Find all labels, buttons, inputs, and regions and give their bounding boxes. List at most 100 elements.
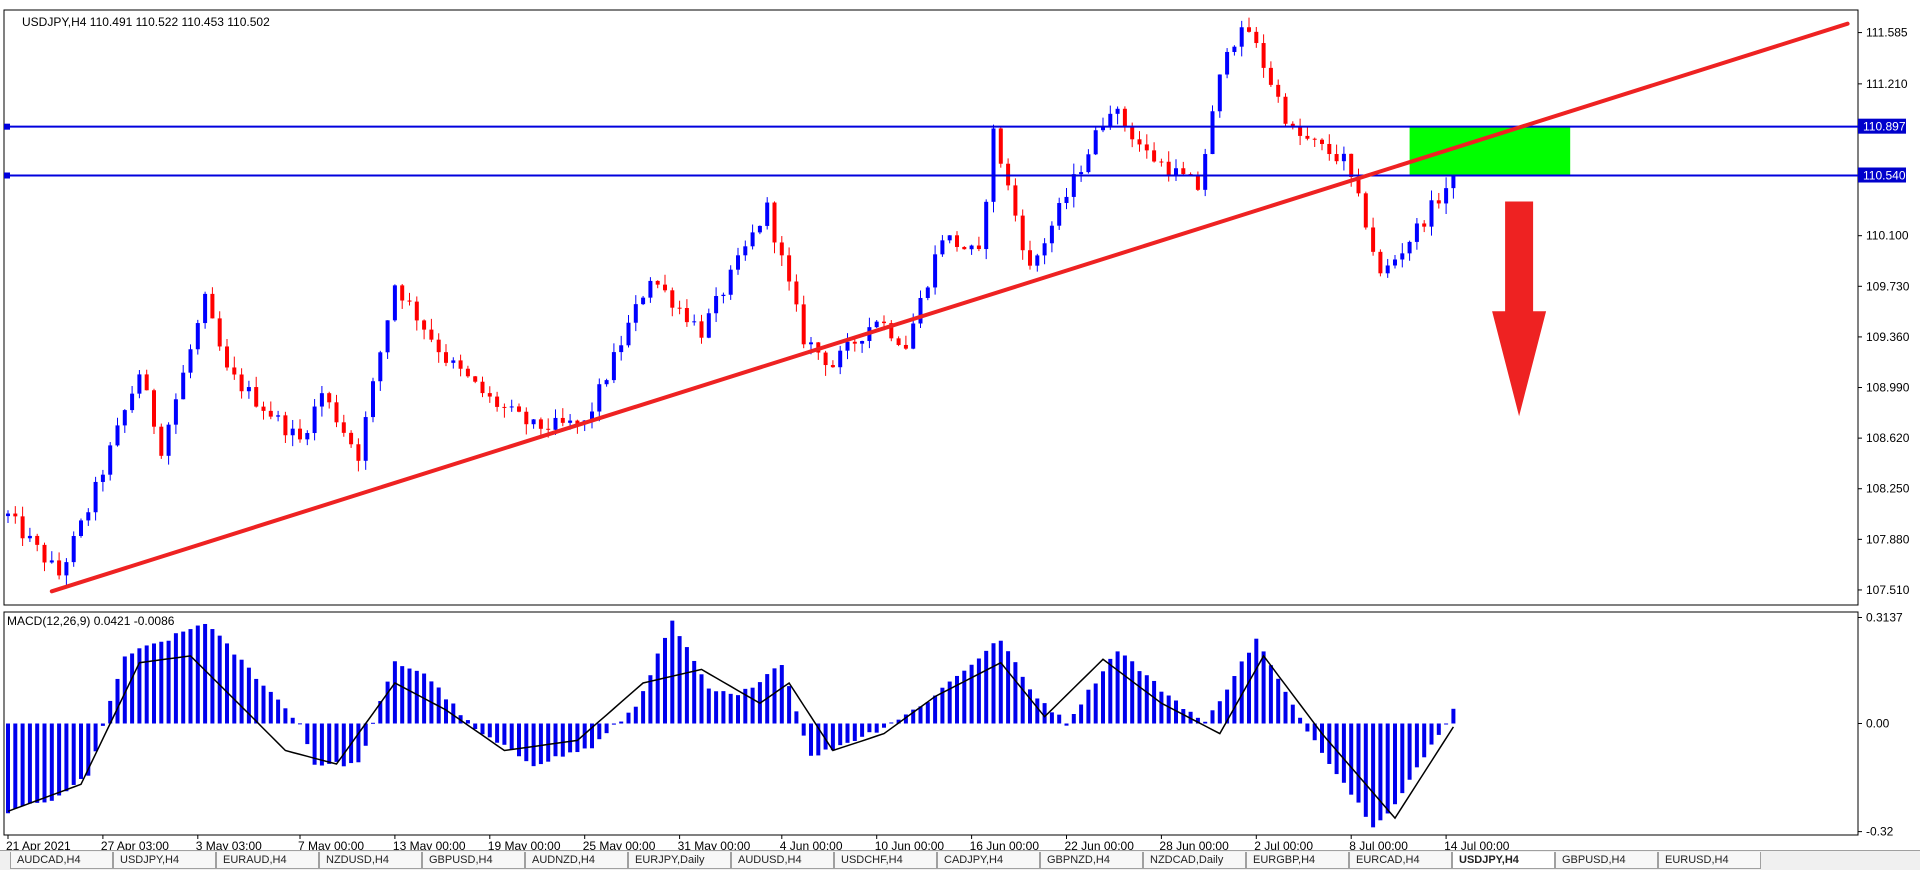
macd-bar [86, 723, 91, 776]
macd-bar [509, 723, 514, 750]
macd-bar [400, 666, 405, 724]
candle-body [838, 350, 843, 368]
candle-body [947, 235, 952, 241]
candle-body [743, 246, 748, 256]
chart-tab[interactable]: USDCHF,H4 [834, 852, 937, 869]
price-pane[interactable] [3, 9, 1859, 606]
chart-tab[interactable]: EURGBP,H4 [1246, 852, 1349, 869]
down-arrow[interactable] [1492, 201, 1547, 417]
hline-handle[interactable] [4, 172, 10, 179]
macd-bar [1203, 721, 1208, 724]
candle-body [1327, 143, 1332, 155]
candle-body [597, 384, 602, 412]
candle-body [736, 255, 740, 270]
trendline[interactable] [49, 21, 1850, 594]
price-tick-label: 108.620 [1866, 431, 1910, 445]
time-tick-label: 4 Jun 00:00 [780, 839, 843, 850]
macd-bar [1312, 723, 1317, 741]
candle-body [334, 402, 339, 423]
chart-tab[interactable]: USDJPY,H4 [113, 852, 216, 869]
candle-body [1400, 253, 1405, 260]
macd-bar [1079, 704, 1084, 724]
candle-body [458, 360, 463, 369]
macd-bar [969, 664, 974, 724]
chart-tab[interactable]: EURUSD,H4 [1658, 852, 1761, 869]
macd-bar [100, 723, 105, 726]
axes-layer: 110.897 110.540 111.585 111.210 110.100 109.7… [6, 26, 1910, 850]
candle-body [1305, 135, 1310, 139]
candle-body [1071, 174, 1076, 197]
macd-bar [239, 659, 244, 724]
candle-body [1436, 200, 1441, 204]
macd-bar [1137, 671, 1142, 724]
chart-tab[interactable]: EURJPY,Daily [628, 852, 731, 869]
candle-body [1268, 67, 1273, 85]
chart-tab[interactable]: USDJPY,H4 [1452, 852, 1555, 869]
candle-body [699, 321, 704, 338]
candle-body [787, 255, 792, 282]
candle-body [173, 399, 178, 425]
candle-body [538, 419, 543, 429]
candle-body [1137, 139, 1142, 145]
chart-tab[interactable]: AUDNZD,H4 [525, 852, 628, 869]
macd-bar [699, 674, 704, 724]
chart-tab[interactable]: GBPUSD,H4 [422, 852, 525, 869]
macd-pane[interactable] [3, 611, 1859, 836]
candle-body [794, 281, 799, 305]
candle-body [882, 321, 886, 324]
price-pane-frame [3, 9, 1859, 606]
macd-bar [1261, 651, 1266, 724]
macd-bar [1232, 676, 1237, 724]
macd-info: MACD(12,26,9) 0.0421 -0.0086 [7, 614, 175, 628]
macd-signal-line [7, 654, 1455, 820]
candle-body [487, 393, 492, 397]
macd-bar [1020, 676, 1025, 724]
candle-body [940, 240, 945, 255]
candle-body [1276, 84, 1281, 97]
macd-bar [1298, 717, 1303, 724]
chart-tab[interactable]: NZDUSD,H4 [319, 852, 422, 869]
resistance-zone[interactable] [1409, 126, 1571, 176]
annotations-layer[interactable] [4, 21, 1858, 594]
chart-tab[interactable]: AUDCAD,H4 [10, 852, 113, 869]
macd-bar [517, 723, 521, 757]
chart-tab[interactable]: NZDCAD,Daily [1143, 852, 1246, 869]
chart-canvas[interactable]: 110.897 110.540 111.585 111.210 110.100 109.7… [0, 0, 1920, 850]
chart-tab[interactable]: EURCAD,H4 [1349, 852, 1452, 869]
macd-bar [750, 687, 755, 724]
macd-bar [465, 720, 470, 724]
macd-bar [298, 723, 302, 725]
candle-body [1320, 139, 1324, 144]
chart-tab[interactable]: GBPNZD,H4 [1040, 852, 1143, 869]
price-tick-label: 110.100 [1866, 229, 1909, 243]
hline-handle[interactable] [4, 123, 10, 130]
time-tick-label: 21 Apr 2021 [6, 839, 71, 850]
candle-body [1203, 154, 1208, 190]
chart-tab[interactable]: CADJPY,H4 [937, 852, 1040, 869]
chart-tab[interactable]: AUDUSD,H4 [731, 852, 834, 869]
macd-bar [575, 723, 580, 753]
candle-body [509, 406, 514, 408]
macd-bar [276, 699, 281, 724]
candle-body [451, 360, 456, 363]
candle-body [1057, 203, 1062, 226]
macd-bar [1144, 675, 1149, 724]
macd-bar [1247, 652, 1251, 724]
macd-bar [1108, 658, 1113, 724]
chart-tab[interactable]: GBPUSD,H4 [1555, 852, 1658, 869]
candle-body [611, 352, 616, 381]
macd-bar [903, 714, 908, 724]
price-tick-label: 108.250 [1866, 482, 1910, 496]
candle-body [823, 352, 828, 366]
macd-bar [728, 693, 733, 724]
macd-bar [232, 654, 237, 724]
macd-bar [1130, 661, 1135, 724]
macd-bar [49, 723, 54, 801]
candle-body [261, 406, 266, 411]
candle-body [400, 285, 405, 301]
chart-tab[interactable]: EURAUD,H4 [216, 852, 319, 869]
candle-body [1451, 174, 1456, 189]
macd-bar [918, 706, 923, 724]
macd-bar [772, 668, 777, 724]
candle-body [604, 380, 609, 385]
